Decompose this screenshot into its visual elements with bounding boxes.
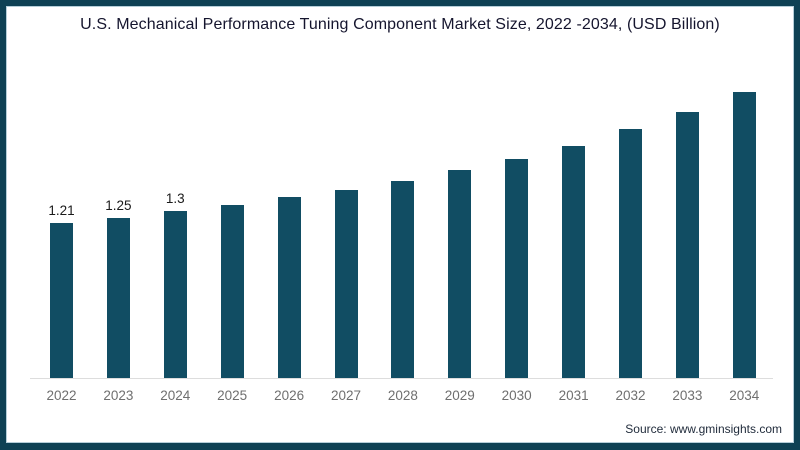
bar-2025: [220, 205, 244, 378]
bar-2027: [334, 190, 358, 378]
x-tick-label: 2029: [444, 388, 475, 403]
x-tick-label: 2023: [103, 388, 134, 403]
x-axis-line: [30, 378, 773, 379]
plot-area: 2022 1.21 2023 1.25 2024 1.3 2025 2026 2027 2028 2…: [6, 6, 794, 443]
x-tick-label: 2027: [330, 388, 362, 403]
x-tick-label: 2028: [387, 388, 418, 403]
bar-2023: [106, 218, 130, 378]
bar-2032: [619, 129, 642, 378]
chart-title: U.S. Mechanical Performance Tuning Compo…: [80, 16, 720, 33]
x-tick-label: 2032: [615, 388, 646, 403]
x-tick-label: 2022: [46, 388, 77, 403]
x-tick-label: 2026: [274, 388, 305, 403]
bar-2034: [732, 92, 756, 378]
bar-value-label: 1.21: [48, 203, 75, 218]
bar-2028: [391, 181, 415, 378]
bar-2026: [277, 197, 301, 378]
bar-2030: [505, 159, 529, 378]
x-tick-label: 2024: [160, 388, 191, 403]
bar-2029: [448, 170, 472, 378]
bar-2024: [163, 211, 187, 378]
bar-2022: [50, 223, 73, 378]
x-tick-label: 2034: [729, 388, 760, 403]
bar-2033: [675, 112, 699, 378]
bar-2031: [562, 146, 586, 378]
bar-value-label: 1.3: [165, 191, 185, 206]
x-tick-label: 2033: [672, 388, 703, 403]
x-tick-label: 2025: [217, 388, 248, 403]
source-credit: Source: www.gminsights.com: [625, 422, 782, 436]
x-tick-label: 2030: [501, 388, 532, 403]
bar-value-label: 1.25: [105, 198, 132, 213]
x-tick-label: 2031: [558, 388, 589, 403]
